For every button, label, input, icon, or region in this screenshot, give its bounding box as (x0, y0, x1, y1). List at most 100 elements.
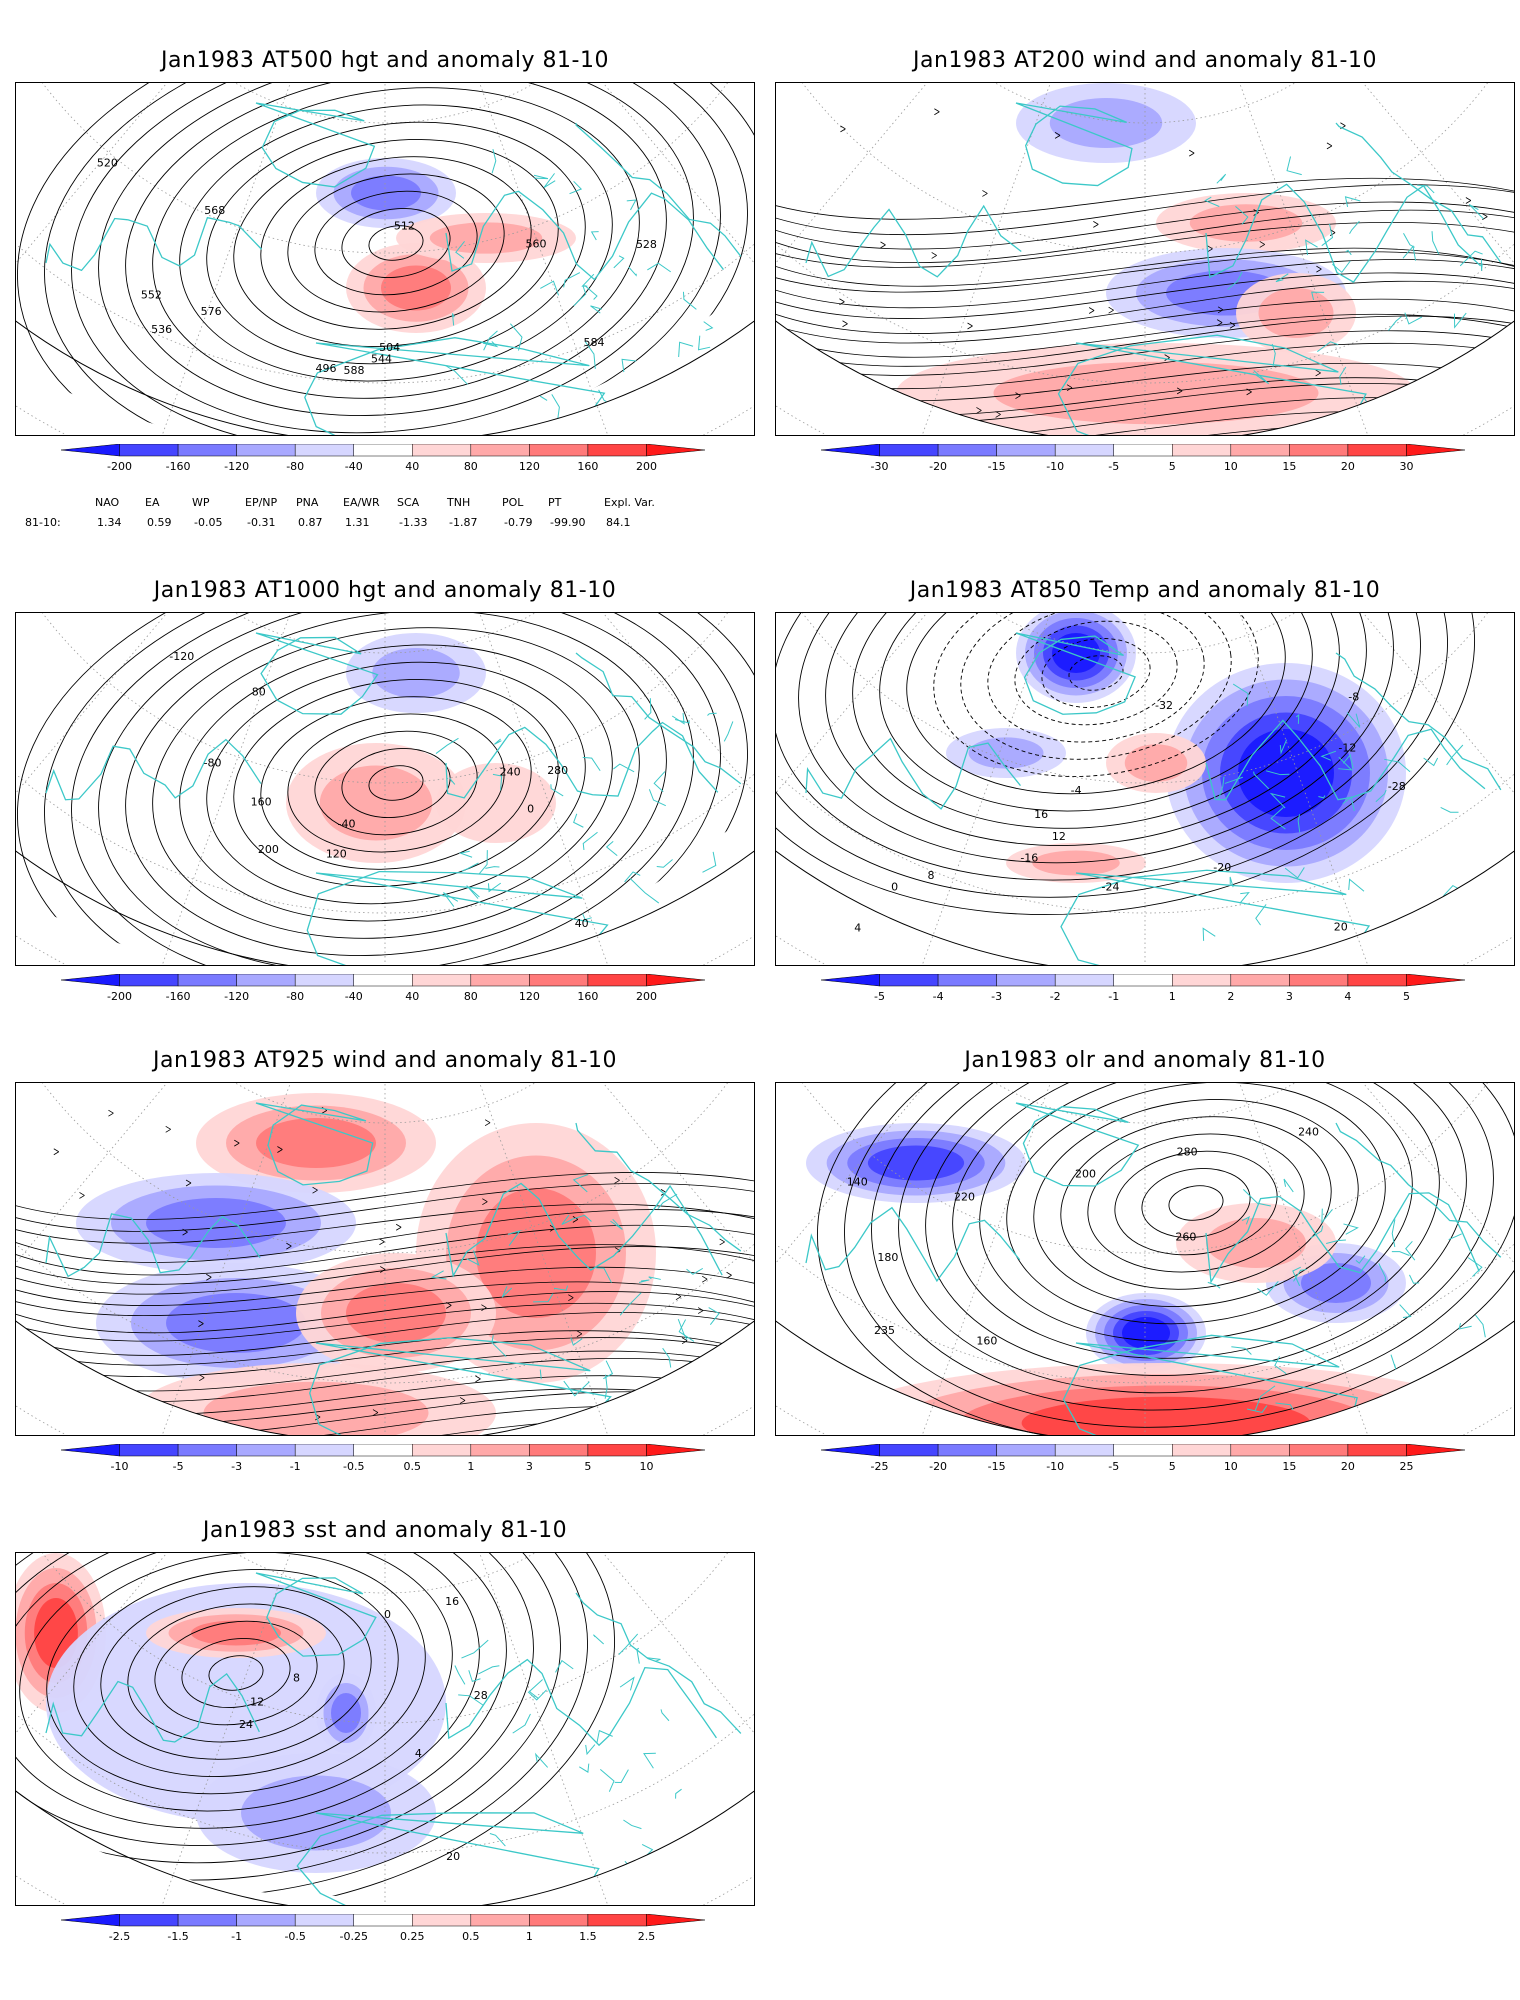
colorbar-tick-label: -10 (111, 1460, 129, 1473)
colorbar-tick-label: 3 (526, 1460, 533, 1473)
contour-label: 180 (877, 1251, 898, 1264)
panel-title: Jan1983 AT1000 hgt and anomaly 81-10 (153, 578, 617, 603)
colorbar-segment (412, 1444, 472, 1457)
index-value: -1.87 (449, 516, 478, 529)
contour-lines (776, 613, 1475, 916)
contour-label: 80 (252, 685, 266, 698)
colorbar-tick-label: 5 (1169, 460, 1176, 473)
contour-label: 584 (583, 336, 604, 349)
index-header: EA (145, 496, 160, 509)
colorbar-segment (294, 444, 354, 457)
colorbar-tick-label: -40 (345, 460, 363, 473)
colorbar-tick-label: -0.5 (343, 1460, 364, 1473)
colorbar-tick-label: 1 (526, 1930, 533, 1943)
graticule (16, 1553, 754, 1905)
contour-label: 235 (874, 1324, 895, 1337)
index-value: -0.79 (504, 516, 533, 529)
anomaly-shading (76, 1093, 656, 1435)
contour-label: 140 (847, 1175, 868, 1188)
panel-title: Jan1983 AT925 wind and anomaly 81-10 (153, 1048, 617, 1073)
contour-label: 4 (854, 921, 861, 934)
colorbar-segment (1172, 1444, 1232, 1457)
colorbar-arrow-high (646, 1444, 705, 1457)
colorbar-segment (996, 1444, 1056, 1457)
coastlines (45, 102, 742, 435)
graticule (16, 83, 754, 435)
colorbar-segment (879, 974, 939, 987)
map-frame: -40 -80 -120 0 40 80 120 160 200 240 280 (15, 612, 755, 966)
contour-label: -32 (1155, 699, 1173, 712)
contour-label: 40 (575, 917, 589, 930)
map-panel-p5: Jan1983 AT925 wind and anomaly 81-10 -10 -… (15, 1048, 755, 1488)
contour-label: -120 (169, 650, 194, 663)
contour-label: 536 (151, 323, 172, 336)
index-header: EA/WR (343, 496, 380, 509)
colorbar-tick-label: -0.5 (284, 1930, 305, 1943)
colorbar-segment (1347, 1444, 1407, 1457)
anomaly-shading (316, 158, 576, 333)
colorbar-segment (937, 1444, 997, 1457)
colorbar-tick-label: 3 (1286, 990, 1293, 1003)
colorbar: -2.5 -1.5 -1 -0.5 -0.25 0.25 0.5 1 1.5 2.5 (61, 1914, 705, 1943)
colorbar-segment (1230, 444, 1290, 457)
colorbar-segment (996, 444, 1056, 457)
colorbar-tick-label: -1.5 (167, 1930, 188, 1943)
colorbar-segment (587, 444, 647, 457)
colorbar-tick-label: 1 (467, 1460, 474, 1473)
map-panel-p3: Jan1983 AT1000 hgt and anomaly 81-10 -40-… (15, 578, 755, 1018)
contour-label: -20 (1213, 861, 1231, 874)
colorbar-arrow-low (61, 444, 120, 457)
contour-label: -24 (1101, 880, 1119, 893)
colorbar-segment (879, 444, 939, 457)
anomaly-shading (896, 83, 1416, 435)
colorbar-tick-label: 160 (577, 990, 598, 1003)
colorbar-arrow-high (646, 974, 705, 987)
colorbar-segment (119, 974, 179, 987)
colorbar-segment (294, 1444, 354, 1457)
colorbar-segment (412, 444, 472, 457)
contour-label: 0 (527, 803, 534, 816)
colorbar-tick-label: 120 (519, 460, 540, 473)
contour-label: 0 (384, 1608, 391, 1621)
contour-label: 528 (636, 238, 657, 251)
colorbar-tick-label: 200 (636, 460, 657, 473)
colorbar-arrow-low (821, 1444, 880, 1457)
colorbar-segment (470, 444, 530, 457)
map-frame: 140 160 180 200 220 235 240 260 280 (775, 1082, 1515, 1436)
contour-lines (16, 1553, 615, 1905)
colorbar-segment (1289, 974, 1349, 987)
panel-title: Jan1983 AT200 wind and anomaly 81-10 (913, 48, 1377, 73)
contour-label: 160 (251, 795, 272, 808)
colorbar: -25 -20 -15 -10 -5 5 10 15 20 25 (821, 1444, 1465, 1473)
graticule (776, 613, 1514, 965)
colorbar-tick-label: -10 (1046, 460, 1064, 473)
colorbar-segment (587, 1914, 647, 1927)
contour-label: -4 (1071, 784, 1082, 797)
index-value: -0.05 (194, 516, 223, 529)
colorbar-tick-label: 40 (405, 460, 419, 473)
colorbar-arrow-high (1406, 974, 1465, 987)
map-panel-p4: Jan1983 AT850 Temp and anomaly 81-10 -28-… (775, 578, 1515, 1018)
colorbar-tick-label: -200 (107, 460, 132, 473)
index-value: 1.31 (345, 516, 370, 529)
colorbar-tick-label: 15 (1282, 460, 1296, 473)
map-panel-p7: Jan1983 sst and anomaly 81-10 0 4 8 12 16 20 24… (15, 1518, 755, 1958)
contour-label: 240 (500, 766, 521, 779)
colorbar-tick-label: 160 (577, 460, 598, 473)
colorbar-arrow-high (1406, 444, 1465, 457)
index-header: PNA (296, 496, 319, 509)
colorbar-segment (177, 974, 237, 987)
index-value: 0.59 (147, 516, 172, 529)
colorbar-tick-label: -2.5 (109, 1930, 130, 1943)
contour-label: 20 (1334, 920, 1348, 933)
index-header: NAO (95, 496, 120, 509)
index-header: Expl. Var. (604, 496, 655, 509)
contour-label: 260 (1175, 1231, 1196, 1244)
colorbar-segment (470, 1914, 530, 1927)
colorbar-tick-label: -4 (933, 990, 944, 1003)
panel-title: Jan1983 AT500 hgt and anomaly 81-10 (161, 48, 609, 73)
contour-label: 512 (394, 219, 415, 232)
colorbar-tick-label: 10 (1224, 1460, 1238, 1473)
colorbar-segment (1347, 444, 1407, 457)
colorbar-segment (1172, 444, 1232, 457)
